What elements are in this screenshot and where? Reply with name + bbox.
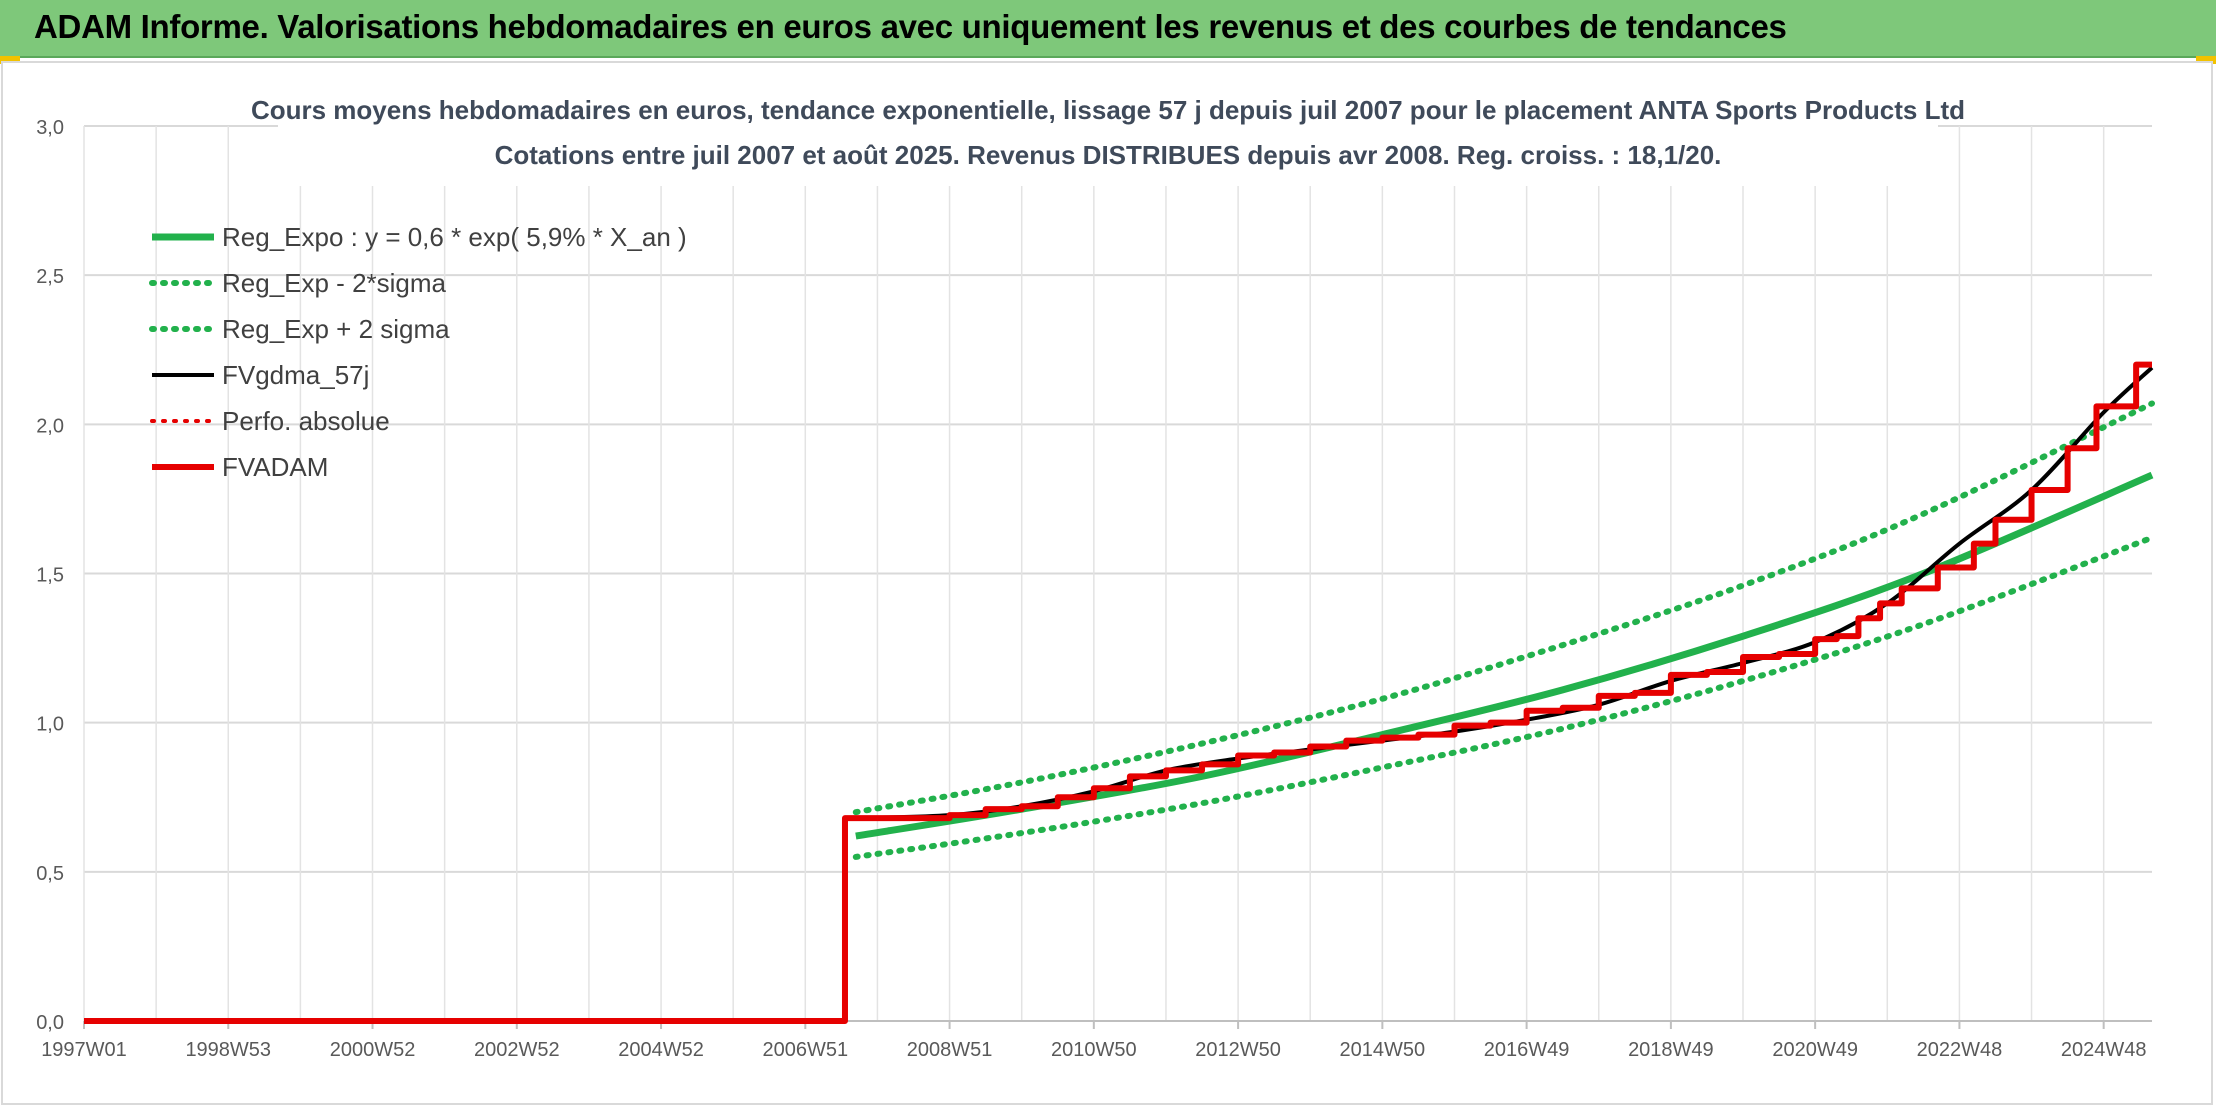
legend-label: Reg_Expo : y = 0,6 * exp( 5,9% * X_an ) xyxy=(222,222,687,252)
y-tick-label: 1,0 xyxy=(36,714,64,736)
series-lines xyxy=(84,361,2155,1024)
x-tick-label: 2014W50 xyxy=(1340,1039,1426,1061)
y-tick-label: 2,0 xyxy=(36,415,64,437)
x-tick-label: 2020W49 xyxy=(1772,1039,1858,1061)
y-tick-label: 0,5 xyxy=(36,863,64,885)
gridlines xyxy=(83,125,2152,1029)
y-tick-label: 3,0 xyxy=(36,117,64,139)
left-corner-mark xyxy=(0,56,20,64)
x-tick-label: 2016W49 xyxy=(1484,1039,1570,1061)
y-tick-label: 1,5 xyxy=(36,565,64,587)
x-tick-label: 2008W51 xyxy=(907,1039,993,1061)
chart-subtitle: Cotations entre juil 2007 et août 2025. … xyxy=(495,140,1722,170)
x-axis-tick-labels: 1997W01 1998W53 2000W52 2002W52 2004W52 2006W… xyxy=(41,1039,2146,1061)
legend-label: FVgdma_57j xyxy=(222,360,369,390)
legend-label: Reg_Exp - 2*sigma xyxy=(222,268,447,298)
series-line xyxy=(852,400,2155,816)
x-tick-label: 2018W49 xyxy=(1628,1039,1714,1061)
legend-label: Reg_Exp + 2 sigma xyxy=(222,314,450,344)
title-background xyxy=(278,96,1938,186)
x-tick-label: 2004W52 xyxy=(618,1039,704,1061)
x-tick-label: 2012W50 xyxy=(1195,1039,1281,1061)
chart-border xyxy=(1,61,2213,1105)
legend-label: Perfo. absolue xyxy=(222,406,390,436)
chart-title: Cours moyens hebdomadaires en euros, ten… xyxy=(251,95,1965,125)
x-tick-label: 2010W50 xyxy=(1051,1039,1137,1061)
x-tick-label: 2006W51 xyxy=(762,1039,848,1061)
chart-area: 0,0 0,5 1,0 1,5 2,0 2,5 3,0 1997W01 1998W53 2000… xyxy=(0,60,2216,1106)
x-tick-label: 2000W52 xyxy=(330,1039,416,1061)
series-line xyxy=(84,361,2152,1024)
x-tick-label: 1998W53 xyxy=(185,1039,271,1061)
y-axis-tick-labels: 0,0 0,5 1,0 1,5 2,0 2,5 3,0 xyxy=(36,117,64,1034)
report-banner: ADAM Informe. Valorisations hebdomadaire… xyxy=(0,0,2216,58)
line-chart: 0,0 0,5 1,0 1,5 2,0 2,5 3,0 1997W01 1998W53 2000… xyxy=(1,61,2213,1105)
x-tick-label: 2022W48 xyxy=(1917,1039,2003,1061)
y-tick-label: 2,5 xyxy=(36,266,64,288)
series-line xyxy=(852,534,2155,860)
x-tick-label: 1997W01 xyxy=(41,1039,127,1061)
report-title: ADAM Informe. Valorisations hebdomadaire… xyxy=(34,8,1787,45)
x-tick-label: 2024W48 xyxy=(2061,1039,2147,1061)
legend-label: FVADAM xyxy=(222,452,328,482)
legend: Reg_Expo : y = 0,6 * exp( 5,9% * X_an ) R… xyxy=(149,222,687,482)
x-tick-label: 2002W52 xyxy=(474,1039,560,1061)
right-corner-mark xyxy=(2196,56,2216,64)
y-tick-label: 0,0 xyxy=(36,1012,64,1034)
